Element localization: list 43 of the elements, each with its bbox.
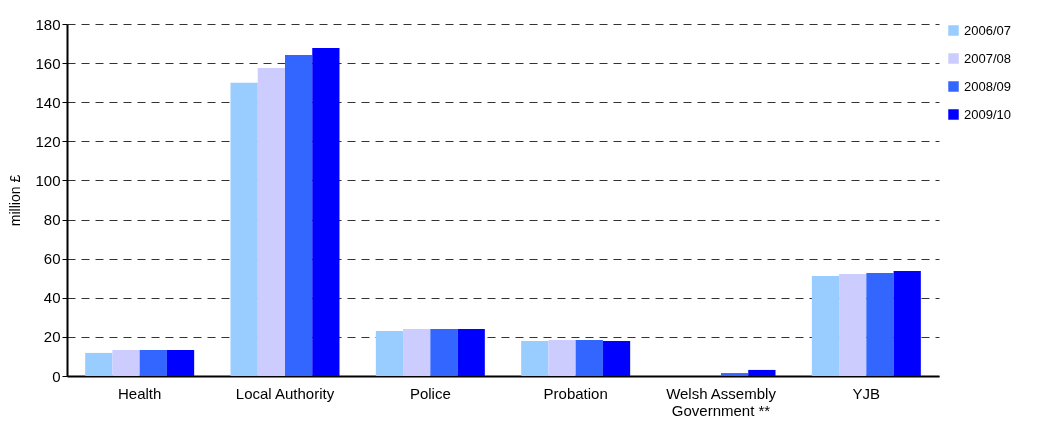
y-tick-label: 120 (35, 132, 61, 150)
bar (839, 274, 867, 376)
bar (602, 341, 631, 376)
bar (721, 373, 749, 376)
y-tick-label: 60 (43, 250, 61, 268)
legend-label: 2009/10 (964, 106, 1011, 122)
x-tick-label: Health (117, 384, 162, 402)
bar (548, 340, 576, 376)
y-tick-label: 160 (35, 54, 61, 72)
bar (139, 349, 167, 376)
y-tick-label: 140 (35, 93, 61, 111)
y-tick-label: 0 (52, 367, 61, 385)
x-tick-label: YJB (852, 384, 881, 402)
bar (866, 272, 894, 376)
bar (85, 352, 113, 376)
x-tick-label: Probation (543, 384, 608, 402)
bar (166, 349, 195, 376)
bar (748, 369, 776, 376)
y-axis-title: million £ (7, 174, 24, 227)
x-tick-label: Welsh Assembly Government ** (666, 384, 777, 419)
legend-label: 2008/09 (964, 78, 1011, 94)
y-tick-label: 100 (35, 171, 61, 189)
bar (893, 270, 921, 376)
y-tick-label: 80 (43, 211, 61, 229)
bar (811, 276, 840, 376)
bar (403, 329, 431, 376)
bar (112, 349, 140, 376)
bar (257, 68, 285, 376)
legend-label: 2006/07 (964, 22, 1011, 38)
x-tick-label: Local Authority (235, 384, 335, 402)
bar (521, 341, 549, 376)
bar (312, 48, 340, 376)
bar (375, 331, 404, 376)
y-tick-label: 180 (35, 15, 61, 33)
legend-label: 2007/08 (964, 50, 1011, 66)
bar (430, 329, 458, 376)
x-tick-label: Police (409, 384, 451, 402)
bar (230, 82, 258, 376)
y-tick-label: 40 (43, 289, 61, 307)
y-tick-label: 20 (43, 328, 61, 346)
bar (285, 55, 313, 376)
bar (575, 340, 603, 376)
bar (457, 329, 485, 376)
